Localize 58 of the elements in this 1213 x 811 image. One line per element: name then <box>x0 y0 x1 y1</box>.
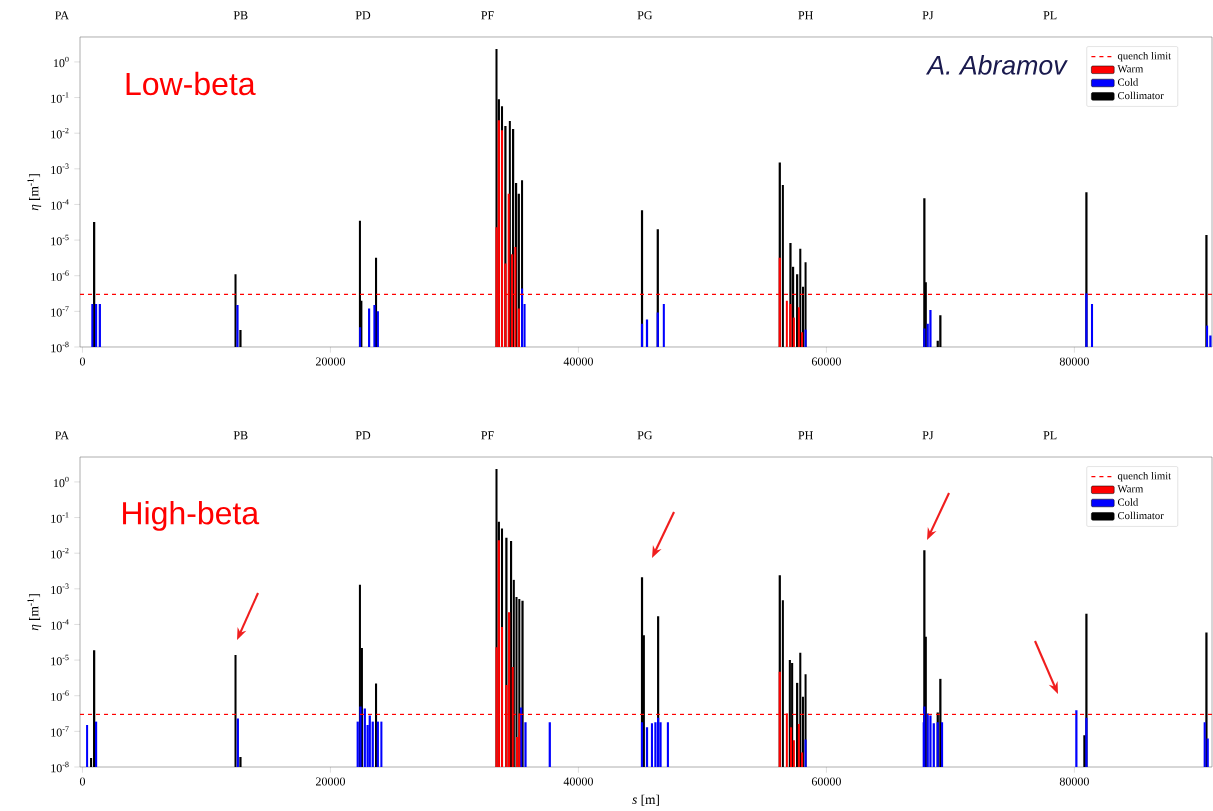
y-tick-label: 10$^{-1}$ <box>51 92 69 103</box>
text: PA <box>55 11 69 20</box>
x-tick-label: 60000 <box>811 357 841 366</box>
annotation: Low-beta <box>126 71 256 96</box>
y-axis-title: η [m$^{-1}$] <box>27 594 42 631</box>
y-tick-label: 10$^{-1}$ <box>51 512 69 523</box>
y-tick-label: 10$^{0}$ <box>53 56 69 68</box>
y-tick-label: 10$^{-7}$ <box>51 306 69 317</box>
y-tick-label: 10$^{-5}$ <box>51 234 69 246</box>
text: PA <box>55 431 69 440</box>
x-tick-label: 0 <box>79 777 86 786</box>
x-axis-title: s [m] <box>632 794 659 806</box>
y-tick-label: 10$^{-5}$ <box>51 654 69 666</box>
legend-label: Collimator <box>1117 511 1164 520</box>
y-tick-label: 10$^{-8}$ <box>51 341 69 353</box>
x-tick-label: 80000 <box>1059 777 1089 786</box>
text: PG <box>637 431 653 440</box>
x-tick-label: 20000 <box>315 777 345 786</box>
text: PL <box>1043 431 1057 440</box>
x-tick-label: 40000 <box>563 777 593 786</box>
y-tick-label: 10$^{-2}$ <box>51 127 69 139</box>
text: PD <box>355 11 371 20</box>
legend-label: Warm <box>1117 65 1144 73</box>
y-tick-label: 10$^{-3}$ <box>51 583 69 595</box>
x-tick-label: 0 <box>79 357 86 366</box>
text: PD <box>355 431 371 440</box>
legend-label: quench limit <box>1117 471 1172 482</box>
text: PH <box>798 431 813 440</box>
x-tick-label: 40000 <box>563 357 593 366</box>
x-tick-label: 60000 <box>811 777 841 786</box>
y-tick-label: 10$^{-6}$ <box>51 270 69 281</box>
text: PF <box>481 431 494 440</box>
legend-label: Collimator <box>1117 91 1164 100</box>
text: PB <box>233 11 248 20</box>
legend-label: quench limit <box>1117 51 1172 62</box>
text: PG <box>637 11 653 20</box>
legend-label: Warm <box>1117 485 1144 493</box>
text: PL <box>1043 11 1057 20</box>
text: PJ <box>922 431 934 440</box>
annotation: High-beta <box>123 500 260 531</box>
y-tick-label: 10$^{0}$ <box>53 476 69 488</box>
x-tick-label: 20000 <box>315 357 345 366</box>
y-tick-label: 10$^{-4}$ <box>51 199 69 210</box>
y-tick-label: 10$^{-2}$ <box>51 547 69 559</box>
text: PF <box>481 11 494 20</box>
text: PJ <box>922 11 934 20</box>
text: PB <box>233 431 248 440</box>
y-axis-title: η [m$^{-1}$] <box>27 174 42 211</box>
y-tick-label: 10$^{-4}$ <box>51 619 69 630</box>
y-tick-label: 10$^{-7}$ <box>51 726 69 737</box>
annotation: A. Abramov <box>925 55 1068 75</box>
y-tick-label: 10$^{-3}$ <box>51 163 69 175</box>
y-tick-label: 10$^{-6}$ <box>51 690 69 701</box>
y-tick-label: 10$^{-8}$ <box>51 761 69 773</box>
x-tick-label: 80000 <box>1059 357 1089 366</box>
text: PH <box>798 11 813 20</box>
legend-label: Cold <box>1117 78 1139 86</box>
legend-label: Cold <box>1117 498 1139 506</box>
